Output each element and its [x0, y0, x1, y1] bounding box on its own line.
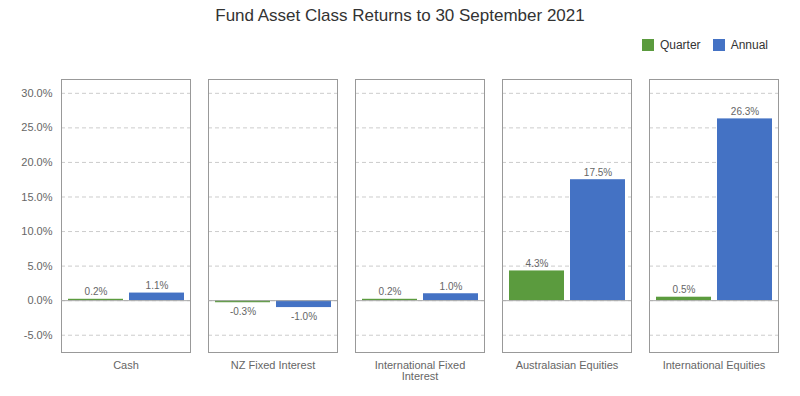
svg-text:NZ Fixed Interest: NZ Fixed Interest [231, 359, 315, 371]
svg-text:30.0%: 30.0% [21, 87, 52, 99]
svg-text:-0.3%: -0.3% [230, 306, 256, 317]
svg-text:0.5%: 0.5% [673, 284, 696, 295]
svg-text:26.3%: 26.3% [731, 106, 759, 117]
svg-text:Australasian Equities: Australasian Equities [516, 359, 619, 371]
svg-text:0.2%: 0.2% [85, 286, 108, 297]
svg-text:1.0%: 1.0% [440, 281, 463, 292]
svg-text:International Equities: International Equities [663, 359, 766, 371]
svg-text:15.0%: 15.0% [21, 191, 52, 203]
svg-text:25.0%: 25.0% [21, 121, 52, 133]
svg-text:4.3%: 4.3% [526, 258, 549, 269]
svg-text:0.0%: 0.0% [27, 294, 52, 306]
svg-text:-5.0%: -5.0% [24, 329, 53, 341]
html-text:Annual: Annual [730, 37, 768, 52]
svg-text:0.2%: 0.2% [379, 286, 402, 297]
svg-text:1.1%: 1.1% [146, 280, 169, 291]
svg-text:Cash: Cash [113, 359, 139, 371]
html-text:Fund Asset Class Returns to 30: Fund Asset Class Returns to 30 September… [215, 6, 585, 25]
svg-text:20.0%: 20.0% [21, 156, 52, 168]
svg-text:5.0%: 5.0% [27, 260, 52, 272]
svg-text:10.0%: 10.0% [21, 225, 52, 237]
svg-text:-1.0%: -1.0% [291, 311, 317, 322]
svg-text:International FixedInterest: International FixedInterest [375, 359, 466, 382]
html-text:Quarter: Quarter [659, 37, 701, 52]
svg-text:17.5%: 17.5% [584, 167, 612, 178]
